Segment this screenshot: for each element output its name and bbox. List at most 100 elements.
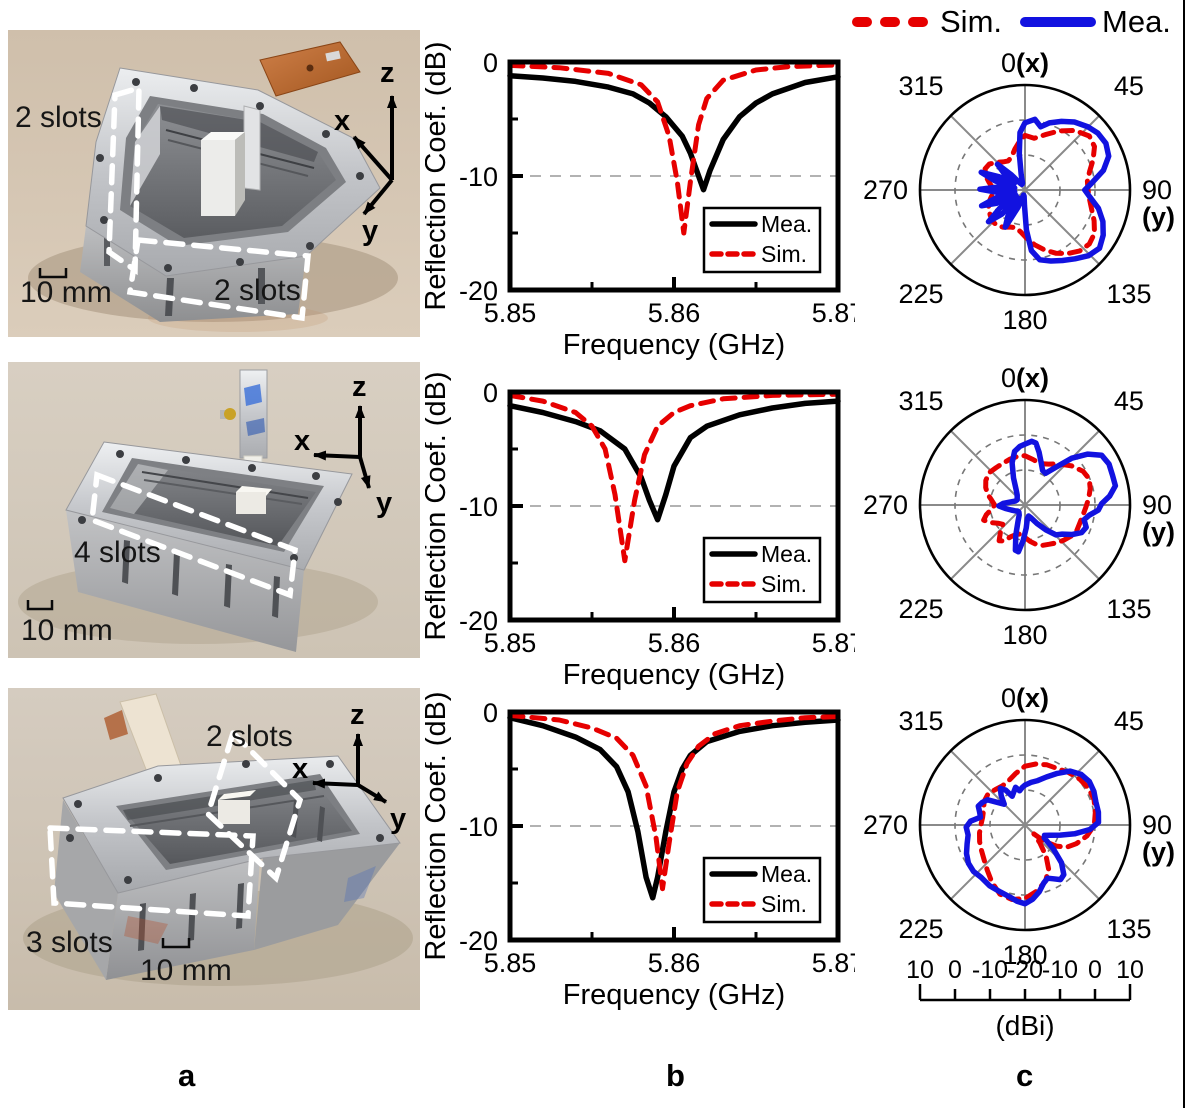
screw-holes	[96, 78, 364, 272]
column-label-c: c	[1016, 1058, 1034, 1093]
polar-outer-circle	[918, 718, 1132, 932]
antenna-photo-3: 2 slots 3 slots 10 mm z x y	[8, 688, 420, 1010]
x-axis-label: x	[294, 425, 310, 457]
angle-label-45: 45	[1114, 706, 1144, 736]
z-axis-label: z	[352, 371, 367, 403]
x-axis-title: Frequency (GHz)	[563, 979, 785, 1011]
angle-label-135: 135	[1106, 594, 1151, 624]
angle-label-0: 0(x)	[1001, 365, 1049, 393]
angle-label-0: 0(x)	[1001, 685, 1049, 713]
dbi-tick-label: 0	[948, 956, 962, 984]
mea-pattern	[977, 116, 1112, 264]
polar-spoke	[950, 430, 1026, 506]
slot-region-dashed-outlines	[106, 84, 312, 322]
screw-holes	[66, 760, 384, 884]
y-axis-label: y	[390, 803, 406, 835]
line-chart-svg: 5.85 5.86 5.87 0 -10 -20 Frequency (GHz) Reflec…	[420, 41, 864, 361]
slots-label-right: 2 slots	[206, 720, 293, 753]
legend-sim-label: Sim.	[940, 4, 1002, 39]
y-tick-label: -10	[459, 812, 498, 842]
radiation-pattern-3: 0(x) 45 90 (y) 135 180 225 270 315 10 0 -10 -20 -10 0 1…	[860, 683, 1183, 1085]
legend-mea-label: Mea.	[1102, 4, 1171, 39]
radiation-pattern-2: 0(x) 45 90 (y) 135 180 225 270 315	[860, 363, 1183, 670]
x-tick-label: 5.87	[812, 298, 855, 328]
y-axis-title: Reflection Coef. (dB)	[425, 41, 452, 310]
slots-label-front: 4 slots	[74, 536, 161, 569]
line-chart-svg: 5.85 5.86 5.87 0 -10 -20 Frequency (GHz) Reflec…	[420, 371, 864, 691]
sim-pattern	[981, 453, 1093, 548]
dbi-tick-label: -20	[1007, 956, 1043, 984]
column-label-a: a	[178, 1058, 196, 1093]
y-tick-label: 0	[483, 698, 498, 728]
screw-holes	[78, 450, 342, 562]
copper-feed-board	[259, 41, 361, 97]
slots-label-front: 3 slots	[26, 926, 113, 959]
angle-label-90: 90 (y)	[1142, 175, 1175, 232]
y-axis-label: y	[376, 487, 392, 519]
angle-label-270: 270	[863, 175, 908, 205]
plot-legend: Mea. Sim.	[702, 206, 822, 274]
dbi-tick-label: 10	[1116, 956, 1144, 984]
plot-legend: Mea. Sim.	[702, 856, 822, 924]
angle-label-135: 135	[1106, 914, 1151, 944]
angle-label-135: 135	[1106, 279, 1151, 309]
z-axis-label: z	[350, 699, 365, 731]
y-axis-title: Reflection Coef. (dB)	[425, 691, 452, 960]
polar-spoke	[1024, 750, 1100, 826]
x-tick-label: 5.87	[812, 948, 855, 978]
angle-label-315: 315	[899, 71, 944, 101]
legend-entry-label: Mea.	[761, 211, 812, 237]
legend-entry-label: Sim.	[761, 571, 807, 597]
angle-label-90: 90 (y)	[1142, 490, 1175, 547]
polar-ring-dashed	[989, 469, 1061, 541]
antenna-photo-1: 2 slots 2 slots 10 mm z x y	[8, 30, 420, 337]
coordinate-axes	[312, 733, 388, 804]
x-tick-label: 5.86	[648, 628, 701, 658]
x-tick-label: 5.87	[812, 628, 855, 658]
x-tick-label: 5.85	[484, 628, 537, 658]
angle-label-0: 0(x)	[1001, 50, 1049, 78]
angle-label-90: 90 (y)	[1142, 810, 1175, 867]
scale-bracket	[26, 600, 54, 611]
legend-entry-label: Sim.	[761, 241, 807, 267]
slot-region-dashed-outlines	[47, 727, 304, 919]
scale-bracket	[161, 938, 191, 949]
angle-label-270: 270	[863, 810, 908, 840]
angle-label-45: 45	[1114, 71, 1144, 101]
scale-label: 10 mm	[20, 276, 112, 309]
x-tick-label: 5.85	[484, 298, 537, 328]
sim-curve	[507, 391, 841, 564]
dbi-scale: 10 0 -10-20-10 0 10 (dBi)	[906, 956, 1144, 1041]
y-tick-label: -10	[459, 162, 498, 192]
dbi-tick-label: -10	[1042, 956, 1078, 984]
sim-curve	[507, 62, 841, 236]
reflection-chart-1: 5.85 5.86 5.87 0 -10 -20 Frequency (GHz) Reflec…	[420, 40, 864, 390]
sim-curve	[507, 712, 841, 892]
y-tick-label: -10	[459, 492, 498, 522]
radiation-pattern-1: 0(x) 45 90 (y) 135 180 225 270 315	[860, 48, 1183, 355]
angle-label-45: 45	[1114, 386, 1144, 416]
legend-box	[702, 206, 822, 274]
polar-spoke	[950, 750, 1026, 826]
line-chart-svg: 5.85 5.86 5.87 0 -10 -20 Frequency (GHz) Reflec…	[420, 691, 864, 1011]
y-tick-label: 0	[483, 378, 498, 408]
mea-curve	[507, 398, 841, 523]
x-axis-label: x	[292, 753, 308, 785]
polar-chart-svg: 0(x) 45 90 (y) 135 180 225 270 315	[863, 363, 1175, 650]
polar-ring-dashed	[989, 789, 1061, 861]
legend-box	[702, 536, 822, 604]
legend-entry-label: Mea.	[761, 861, 812, 887]
sim-pattern	[982, 128, 1097, 256]
y-axis-title: Reflection Coef. (dB)	[425, 371, 452, 640]
polar-chart-svg: 0(x) 45 90 (y) 135 180 225 270 315	[863, 48, 1175, 335]
y-axis-label: y	[362, 215, 378, 247]
legend-entry-label: Sim.	[761, 891, 807, 917]
x-tick-label: 5.85	[484, 948, 537, 978]
scale-bracket	[38, 268, 68, 279]
polar-spoke	[950, 504, 1026, 580]
polar-outer-circle	[918, 83, 1132, 297]
slot-region-dashed-outline	[89, 471, 298, 599]
z-axis-label: z	[380, 57, 395, 89]
reflection-chart-3: 5.85 5.86 5.87 0 -10 -20 Frequency (GHz) Reflec…	[420, 690, 864, 1040]
x-tick-label: 5.86	[648, 948, 701, 978]
